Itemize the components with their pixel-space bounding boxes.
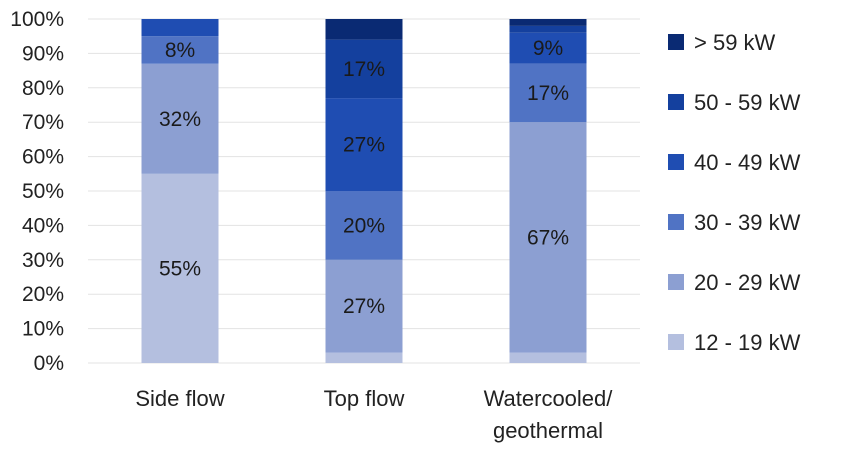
- y-tick-label: 50%: [22, 180, 64, 203]
- bar-segment: [325, 352, 403, 363]
- bar-segment: [509, 19, 587, 26]
- y-tick-label: 100%: [10, 8, 64, 31]
- legend-label: 30 - 39 kW: [694, 210, 801, 235]
- y-axis: 0% 10% 20% 30% 40% 50% 60% 70% 80% 90% 100%: [10, 8, 64, 375]
- bar-segment: [141, 173, 219, 363]
- y-tick-label: 30%: [22, 249, 64, 272]
- data-label: 17%: [527, 82, 569, 105]
- category-label: Top flow: [324, 386, 405, 411]
- legend-swatch: [668, 274, 684, 290]
- legend-label: 20 - 29 kW: [694, 270, 801, 295]
- bars: [141, 19, 587, 363]
- data-label: 8%: [165, 39, 195, 62]
- category-label: geothermal: [493, 418, 603, 443]
- bar-segment: [509, 122, 587, 353]
- bar-segment: [141, 36, 219, 64]
- bar-segment: [325, 98, 403, 191]
- data-label: 67%: [527, 226, 569, 249]
- y-tick-label: 10%: [22, 318, 64, 341]
- data-label: 27%: [343, 134, 385, 157]
- data-labels: 55% 32% 8% 27% 20% 27% 17% 67% 17% 9%: [159, 37, 569, 318]
- legend-label: 40 - 49 kW: [694, 150, 801, 175]
- data-label: 9%: [533, 37, 563, 60]
- y-tick-label: 60%: [22, 146, 64, 169]
- legend: > 59 kW 50 - 59 kW 40 - 49 kW 30 - 39 kW 20 …: [668, 30, 801, 355]
- legend-label: 12 - 19 kW: [694, 330, 801, 355]
- legend-label: > 59 kW: [694, 30, 776, 55]
- data-label: 27%: [343, 295, 385, 318]
- bar-segment: [141, 19, 219, 37]
- legend-label: 50 - 59 kW: [694, 90, 801, 115]
- legend-swatch: [668, 334, 684, 350]
- x-axis: Side flow Top flow Watercooled/geothermal: [135, 386, 613, 443]
- category-label: Side flow: [135, 386, 224, 411]
- y-tick-label: 80%: [22, 77, 64, 100]
- bar-segment: [325, 19, 403, 40]
- bar-segment: [325, 39, 403, 99]
- data-label: 17%: [343, 58, 385, 81]
- y-tick-label: 0%: [34, 352, 64, 375]
- legend-swatch: [668, 214, 684, 230]
- y-tick-label: 90%: [22, 42, 64, 65]
- bar-segment: [509, 352, 587, 363]
- bar-segment: [509, 32, 587, 64]
- y-tick-label: 70%: [22, 111, 64, 134]
- legend-swatch: [668, 94, 684, 110]
- bar-segment: [325, 259, 403, 353]
- category-label: Watercooled/: [484, 386, 614, 411]
- y-tick-label: 20%: [22, 283, 64, 306]
- bar-segment: [509, 25, 587, 33]
- y-tick-label: 40%: [22, 214, 64, 237]
- bar-segment: [509, 63, 587, 123]
- data-label: 20%: [343, 214, 385, 237]
- data-label: 32%: [159, 108, 201, 131]
- data-label: 55%: [159, 257, 201, 280]
- legend-swatch: [668, 34, 684, 50]
- bar-segment: [141, 63, 219, 174]
- bar-segment: [325, 191, 403, 260]
- legend-swatch: [668, 154, 684, 170]
